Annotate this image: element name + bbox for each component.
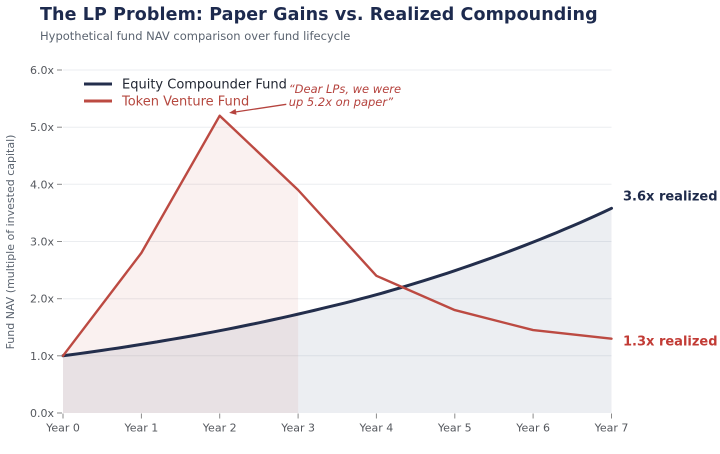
y-tick-label: 0.0x [30, 407, 54, 420]
line-equity-compounder-fund [61, 206, 613, 358]
y-tick-label: 1.0x [30, 350, 54, 363]
x-tick-label: Year 5 [437, 422, 472, 435]
gridlines [63, 69, 612, 357]
legend: Equity Compounder Fund Token Venture Fund [84, 78, 287, 110]
legend-label-equity-compounder-fund: Equity Compounder Fund [122, 78, 287, 93]
area-token-venture-fund [63, 115, 299, 413]
y-axis-title: Fund NAV (multiple of invested capital) [4, 135, 17, 350]
x-tick-label: Year 0 [45, 422, 80, 435]
x-axis: Year 0 Year 1 Year 2 Year 3 Year 4 Year 5 Year… [45, 413, 629, 435]
x-tick-label: Year 7 [594, 422, 629, 435]
y-tick-label: 3.0x [30, 236, 54, 249]
x-tick-label: Year 4 [359, 422, 394, 435]
y-tick-label: 5.0x [30, 121, 54, 134]
y-axis: 0.0x 1.0x 2.0x 3.0x 4.0x 5.0x 6.0x Fund NAV (mu… [4, 64, 62, 420]
y-tick-label: 4.0x [30, 178, 54, 191]
chart-header: The LP Problem: Paper Gains vs. Realized… [40, 5, 598, 43]
x-tick-label: Year 6 [515, 422, 550, 435]
x-tick-label: Year 1 [124, 422, 159, 435]
chart-subtitle: Hypothetical fund NAV comparison over fu… [40, 29, 351, 43]
y-tick-label: 6.0x [30, 64, 54, 77]
legend-label-token-venture-fund: Token Venture Fund [121, 95, 249, 110]
end-label-3-6x-realized: 3.6x realized [623, 189, 718, 204]
end-label-1-3x-realized: 1.3x realized [623, 335, 718, 350]
area-equity-compounder-fund [63, 208, 612, 413]
x-tick-label: Year 3 [280, 422, 315, 435]
x-tick-label: Year 2 [202, 422, 237, 435]
chart-title: The LP Problem: Paper Gains vs. Realized… [40, 5, 598, 25]
annotation-callout: “Dear LPs, we were up 5.2x on paper” [229, 82, 401, 115]
y-tick-label: 2.0x [30, 293, 54, 306]
line-token-venture-fund [61, 114, 613, 357]
annotation-text: “Dear LPs, we were up 5.2x on paper” [289, 82, 401, 109]
annotation-arrowhead [229, 108, 237, 115]
